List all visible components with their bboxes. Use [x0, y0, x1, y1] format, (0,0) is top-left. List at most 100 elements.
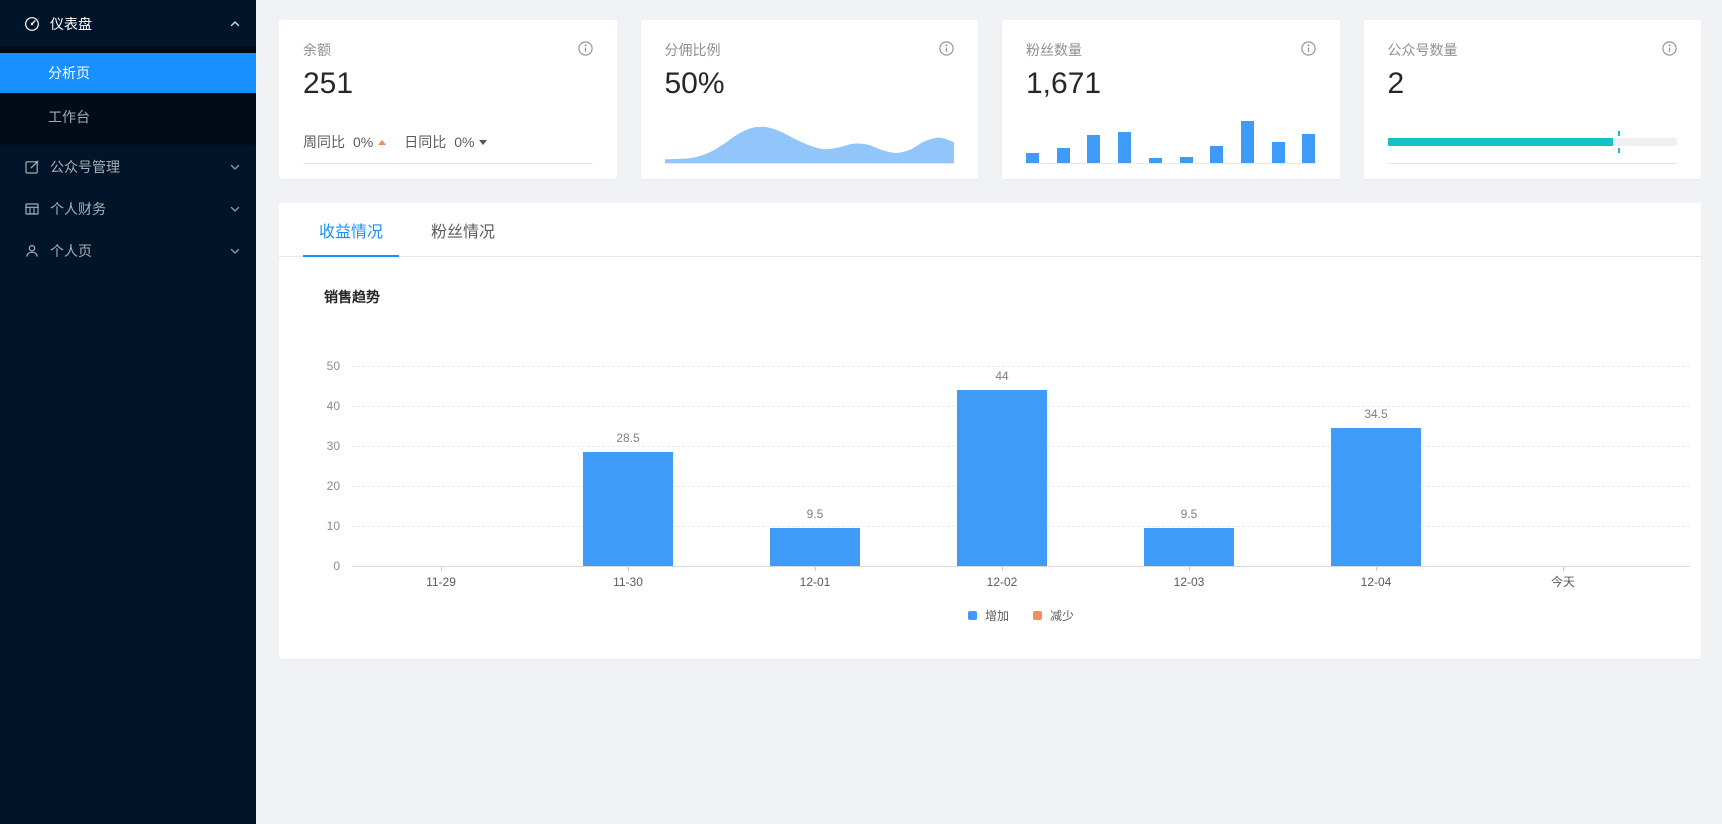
stat-label: 分佣比例 [664, 42, 721, 58]
dashboard-icon [24, 16, 40, 32]
bar-12-03[interactable] [1144, 528, 1234, 566]
x-axis-label: 12-04 [1360, 575, 1392, 589]
bar-value-label: 34.5 [1364, 407, 1388, 421]
axis-tick [441, 567, 442, 571]
bar-value-label: 9.5 [1180, 507, 1198, 521]
caret-up-icon [378, 139, 387, 145]
axis-tick [628, 567, 629, 571]
stat-value: 50% [664, 67, 725, 100]
bar-12-01[interactable] [770, 528, 860, 566]
mini-bar [1148, 158, 1162, 163]
axis-tick [815, 567, 816, 571]
mini-bar [1210, 146, 1224, 163]
area-path [664, 126, 954, 163]
x-axis-label: 12-03 [1173, 575, 1205, 589]
legend-swatch-increase [967, 611, 977, 620]
card-footer-divider [1387, 163, 1677, 164]
bar-11-30[interactable] [583, 452, 673, 566]
info-circle-icon[interactable] [1300, 41, 1316, 56]
mini-bar [1241, 121, 1255, 163]
card-footer-divider [303, 163, 593, 164]
tab-revenue[interactable]: 收益情况 [303, 203, 400, 257]
bar-12-02[interactable] [957, 390, 1047, 566]
stat-cards-row: 余额 251 周同比 0% 日同比 0% 分佣比例 [279, 20, 1701, 179]
info-circle-icon[interactable] [939, 41, 954, 56]
gridline [352, 366, 1690, 367]
main-content: 余额 251 周同比 0% 日同比 0% 分佣比例 [256, 0, 1722, 824]
mini-bar [1179, 157, 1193, 163]
form-icon [24, 159, 40, 175]
x-axis-label: 11-29 [426, 575, 456, 589]
table-icon [24, 201, 40, 217]
axis-tick [1563, 567, 1564, 571]
mini-bar [1118, 132, 1132, 163]
stat-label: 余额 [303, 42, 331, 58]
sidebar-item-label: 工作台 [48, 109, 90, 125]
commission-mini-area-chart [664, 117, 954, 164]
x-axis-label: 12-02 [986, 575, 1018, 589]
accounts-progress-bar [1387, 131, 1677, 153]
sidebar-item-label: 个人财务 [50, 201, 106, 217]
sales-trend-bar-chart: 50 40 30 20 10 0 11-29 11-30 12-01 12-02 12-03 12-0… [279, 203, 1701, 659]
tab-bar: 收益情况 粉丝情况 [279, 203, 1701, 257]
y-axis-label: 40 [326, 399, 340, 413]
dashboard-submenu: 分析页 工作台 [0, 46, 256, 145]
stat-label: 粉丝数量 [1026, 42, 1082, 58]
sidebar-item-finance[interactable]: 个人财务 [0, 189, 256, 229]
chevron-down-icon [230, 204, 240, 214]
progress-fill [1387, 138, 1614, 146]
gridline [352, 566, 1690, 567]
sidebar-item-workbench[interactable]: 工作台 [0, 97, 256, 137]
revenue-card: 收益情况 粉丝情况 销售趋势 50 40 30 20 10 0 11-29 11-30 12-0… [279, 203, 1701, 659]
axis-tick [1376, 567, 1377, 571]
stat-card-fans: 粉丝数量 1,671 [1002, 20, 1340, 179]
sidebar-item-label: 分析页 [48, 65, 90, 81]
sidebar-item-label: 个人页 [50, 243, 92, 259]
progress-target-marker [1618, 148, 1621, 153]
trend-label: 周同比 [303, 134, 345, 150]
stat-value: 2 [1387, 67, 1405, 100]
x-axis-label: 12-01 [799, 575, 831, 589]
mini-bar [1026, 153, 1039, 163]
stat-card-commission: 分佣比例 50% [640, 20, 978, 179]
sidebar-item-profile[interactable]: 个人页 [0, 231, 256, 271]
progress-target-marker [1618, 131, 1621, 136]
chevron-down-icon [230, 246, 240, 256]
trend-row: 周同比 0% 日同比 0% [303, 132, 488, 152]
stat-card-balance: 余额 251 周同比 0% 日同比 0% [279, 20, 617, 179]
stat-value: 251 [303, 67, 354, 100]
legend-swatch-decrease [1033, 611, 1042, 620]
info-circle-icon[interactable] [1662, 41, 1677, 56]
tab-fans[interactable]: 粉丝情况 [431, 223, 496, 241]
y-axis-label: 30 [326, 439, 340, 453]
mini-bar [1056, 148, 1070, 163]
bar-value-label: 28.5 [616, 431, 640, 445]
chart-title: 销售趋势 [324, 289, 380, 305]
info-circle-icon[interactable] [577, 41, 593, 56]
mini-bar [1302, 134, 1316, 163]
stat-card-accounts: 公众号数量 2 [1363, 20, 1701, 179]
y-axis-label: 20 [326, 479, 340, 493]
bar-value-label: 9.5 [806, 507, 824, 521]
sidebar-item-label: 公众号管理 [50, 159, 120, 175]
bar-12-04[interactable] [1331, 428, 1421, 566]
legend-item-increase[interactable]: 增加 [967, 607, 1009, 624]
sidebar-item-dashboard[interactable]: 仪表盘 [0, 4, 256, 44]
stat-label: 公众号数量 [1387, 42, 1458, 58]
sidebar-item-accounts[interactable]: 公众号管理 [0, 147, 256, 187]
sidebar-item-label: 仪表盘 [50, 16, 92, 32]
stat-value: 1,671 [1026, 67, 1102, 100]
trend-value: 0% [454, 134, 475, 150]
mini-bar [1087, 135, 1101, 163]
sidebar: 仪表盘 分析页 工作台 公众号管理 个人财务 [0, 0, 256, 824]
legend-item-decrease[interactable]: 减少 [1033, 607, 1074, 624]
y-axis-label: 0 [333, 559, 340, 573]
mini-bar [1271, 142, 1285, 163]
axis-tick [1002, 567, 1003, 571]
caret-down-icon [479, 139, 488, 145]
axis-tick [1189, 567, 1190, 571]
fans-mini-bar-chart [1026, 118, 1316, 164]
sidebar-item-analysis[interactable]: 分析页 [0, 53, 256, 93]
chevron-up-icon [230, 19, 240, 29]
